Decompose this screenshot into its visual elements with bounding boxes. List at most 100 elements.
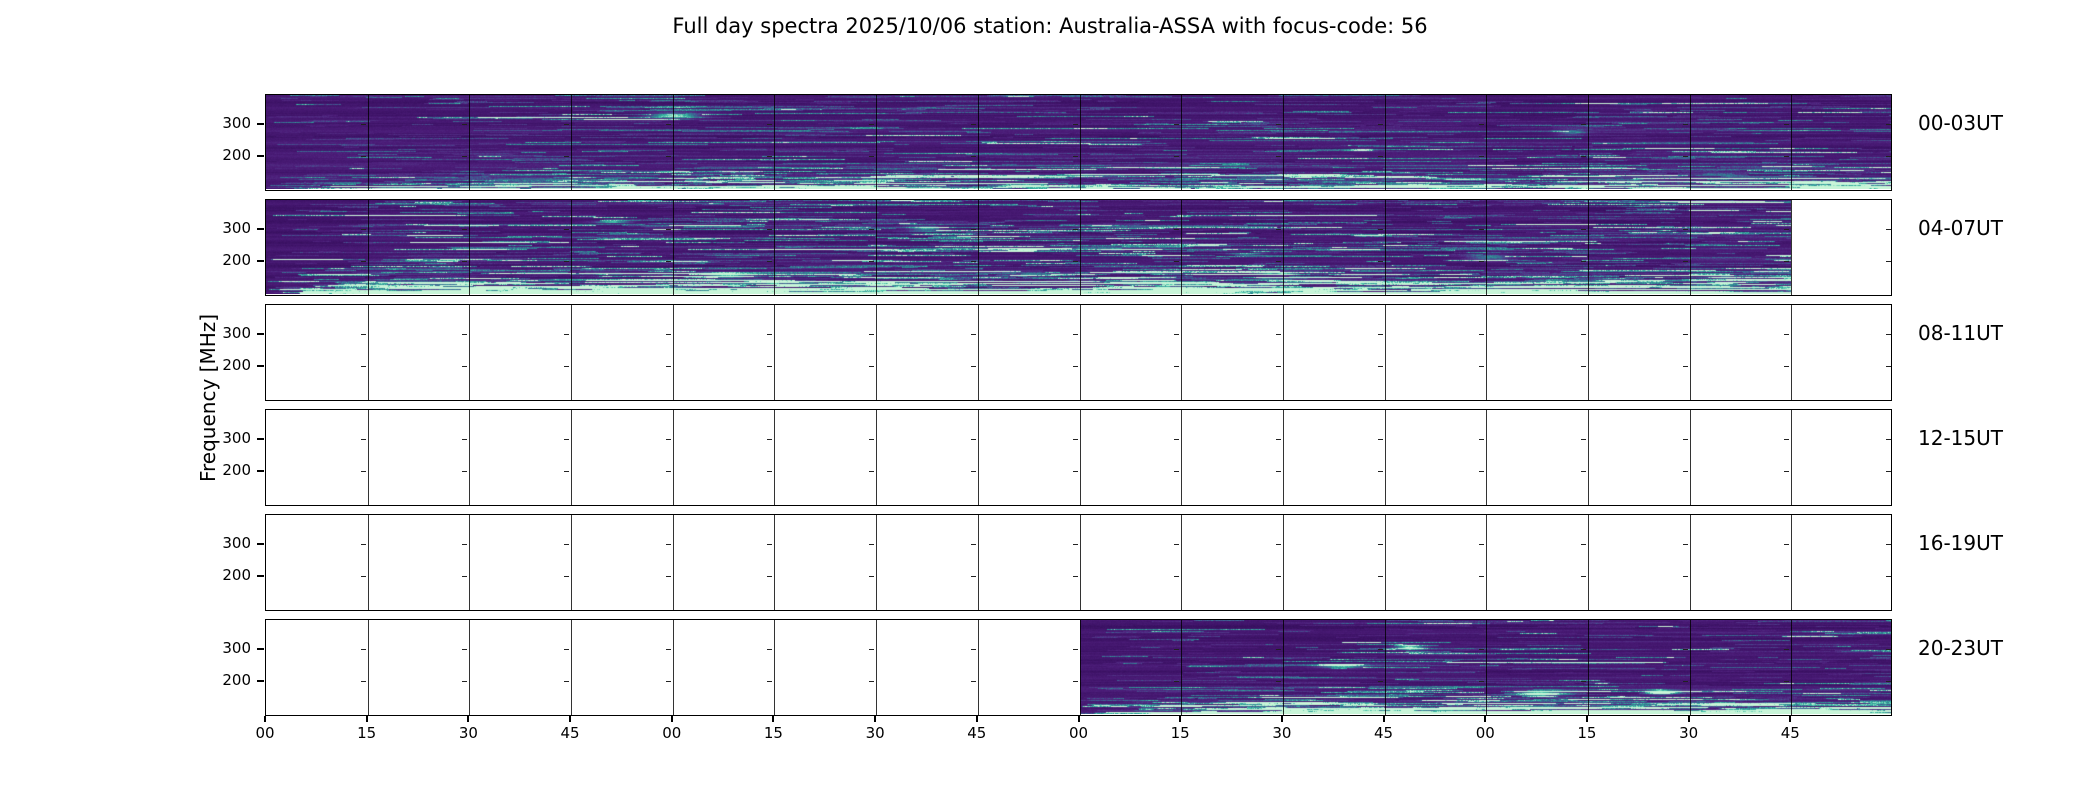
segment-divider: [1181, 305, 1183, 400]
x-tick-label: 15: [763, 724, 783, 742]
segment-divider: [672, 305, 674, 400]
segment-divider: [977, 620, 979, 715]
y-tick-mark-inner: [970, 649, 976, 651]
segment-divider: [1384, 200, 1386, 295]
segment-divider: [469, 95, 471, 190]
y-tick-mark-inner: [1072, 366, 1078, 368]
y-tick-mark-inner: [1580, 544, 1586, 546]
x-tick-label: 30: [865, 724, 885, 742]
x-tick-mark: [264, 716, 266, 722]
y-tick-mark-inner: [1377, 471, 1383, 473]
y-tick-label: 300: [222, 114, 251, 133]
y-tick-mark-inner: [1784, 261, 1790, 263]
segment-divider: [774, 515, 776, 610]
segment-divider: [774, 305, 776, 400]
segment-divider: [1791, 620, 1793, 715]
segment-divider: [672, 515, 674, 610]
segment-divider: [1689, 620, 1691, 715]
y-tick-mark-inner: [1886, 544, 1891, 546]
x-tick-mark: [1789, 716, 1792, 722]
segment-divider: [1486, 95, 1488, 190]
segment-divider: [1689, 200, 1691, 295]
x-tick-mark: [569, 716, 572, 722]
segment-divider: [1689, 95, 1691, 190]
x-tick-mark: [670, 716, 673, 722]
y-tick-mark-inner: [1072, 439, 1078, 441]
y-tick-mark-inner: [970, 576, 976, 578]
y-tick-mark-inner: [1275, 681, 1281, 683]
y-tick-mark-inner: [767, 334, 773, 336]
y-tick-mark-inner: [1174, 544, 1180, 546]
segment-divider: [571, 200, 573, 295]
y-tick-mark-inner: [462, 229, 468, 231]
y-tick-mark-inner: [767, 439, 773, 441]
y-tick-mark-inner: [869, 156, 875, 158]
y-tick-mark-inner: [665, 261, 671, 263]
x-tick-mark: [365, 716, 368, 722]
x-tick-label: 30: [1679, 724, 1699, 742]
y-tick-mark-inner: [970, 681, 976, 683]
y-tick-mark-inner: [462, 471, 468, 473]
y-tick-mark-inner: [1682, 124, 1688, 126]
y-tick-mark-inner: [1580, 576, 1586, 578]
y-tick-mark-inner: [1580, 681, 1586, 683]
y-tick-label: 200: [222, 461, 251, 480]
segment-divider: [571, 410, 573, 505]
y-tick-mark-inner: [1682, 439, 1688, 441]
y-tick-mark-inner: [1377, 576, 1383, 578]
segment-divider: [1181, 620, 1183, 715]
y-tick-mark-inner: [970, 334, 976, 336]
segment-divider: [469, 305, 471, 400]
y-tick-mark-inner: [1174, 124, 1180, 126]
y-tick-mark-inner: [1784, 124, 1790, 126]
y-tick-mark-inner: [462, 576, 468, 578]
y-tick-mark-inner: [1784, 366, 1790, 368]
x-tick-label: 00: [1475, 724, 1495, 742]
x-tick-label: 30: [458, 724, 478, 742]
segment-divider: [1384, 305, 1386, 400]
row-time-label: 16-19UT: [1918, 531, 2003, 556]
spectrogram-canvas: [266, 200, 1791, 294]
segment-divider: [1486, 410, 1488, 505]
y-tick-mark-inner: [1377, 681, 1383, 683]
segment-divider: [571, 620, 573, 715]
y-tick-mark-inner: [970, 156, 976, 158]
y-tick-mark-inner: [970, 261, 976, 263]
segment-divider: [977, 200, 979, 295]
segment-divider: [1282, 515, 1284, 610]
segment-divider: [367, 305, 369, 400]
y-tick-mark-inner: [869, 471, 875, 473]
y-tick-mark-inner: [665, 544, 671, 546]
y-tick-mark-inner: [767, 544, 773, 546]
spectra-row-12-15UT: [265, 409, 1892, 506]
y-tick-mark-inner: [360, 334, 366, 336]
segment-divider: [1587, 305, 1589, 400]
chart-title: Full day spectra 2025/10/06 station: Aus…: [672, 14, 1428, 38]
y-tick-mark-inner: [360, 439, 366, 441]
y-tick-mark-inner: [1682, 366, 1688, 368]
y-tick-mark-inner: [1784, 681, 1790, 683]
y-tick-mark-inner: [1275, 334, 1281, 336]
y-tick-mark-inner: [1580, 156, 1586, 158]
y-tick-mark-inner: [869, 261, 875, 263]
y-tick-mark-inner: [767, 124, 773, 126]
y-tick-mark-inner: [1682, 471, 1688, 473]
y-tick-mark-inner: [462, 261, 468, 263]
spectra-row-00-03UT: [265, 94, 1892, 191]
y-tick-mark-inner: [1479, 261, 1485, 263]
y-tick-mark-inner: [970, 366, 976, 368]
segment-divider: [1486, 515, 1488, 610]
segment-divider: [876, 410, 878, 505]
y-tick-mark-inner: [462, 334, 468, 336]
spectra-row-16-19UT: [265, 514, 1892, 611]
y-tick-mark-inner: [360, 576, 366, 578]
y-tick-mark-inner: [1682, 681, 1688, 683]
y-tick-mark-inner: [1580, 439, 1586, 441]
segment-divider: [1791, 515, 1793, 610]
segment-divider: [1079, 410, 1081, 505]
y-tick-mark-inner: [665, 334, 671, 336]
y-tick-label: 300: [222, 534, 251, 553]
segment-divider: [1384, 515, 1386, 610]
y-tick-mark-inner: [1886, 366, 1891, 368]
segment-divider: [977, 410, 979, 505]
